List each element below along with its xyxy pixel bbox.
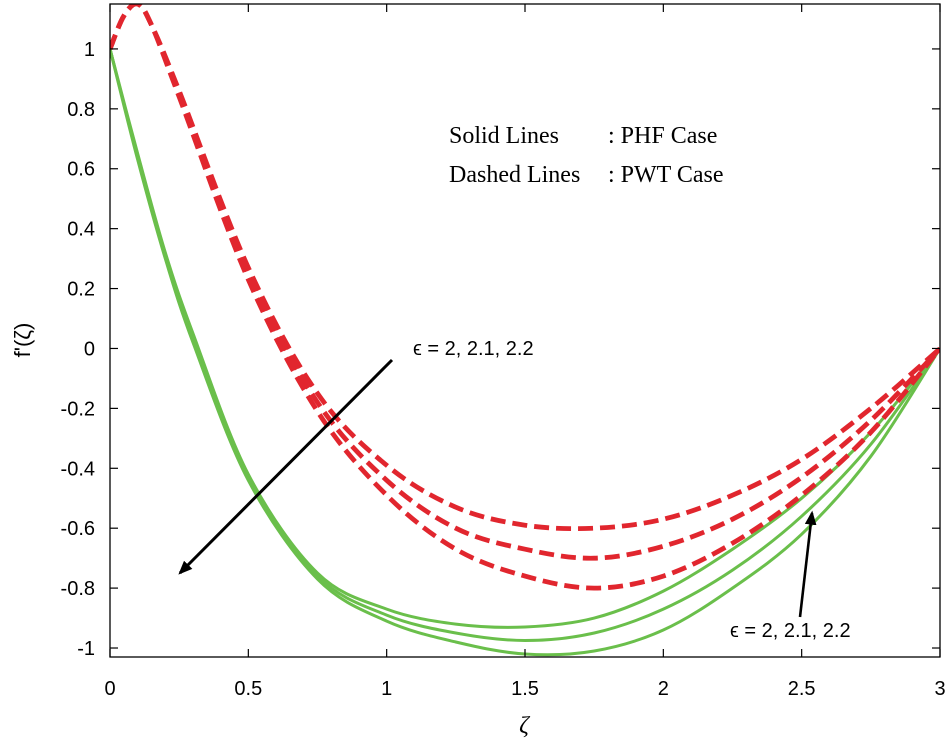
y-tick-label: 0	[84, 338, 95, 360]
dashed-series-line-5	[110, 4, 940, 561]
y-tick-label: -0.4	[61, 458, 95, 480]
y-tick-label: 0.4	[67, 219, 95, 241]
legend-dashed-value: : PWT Case	[608, 162, 724, 188]
legend-solid-value: : PHF Case	[608, 123, 717, 149]
solid-series-line-3	[110, 48, 940, 657]
series-layer	[110, 4, 940, 657]
y-tick-label: -0.6	[61, 518, 95, 540]
y-tick-label: 0.6	[67, 159, 95, 181]
annotation-upper-text: ϵ = 2, 2.1, 2.2	[413, 338, 534, 360]
legend-note: Solid Lines : PHF Case Dashed Lines : PW…	[449, 123, 724, 188]
tick-layer: 0 0.5 1 1.5 2 2.5 3 1 0.8 0.6 0.4 0.2 0 -0.2 -0.4 -0.6 -…	[61, 4, 946, 700]
y-tick-label: -0.8	[61, 578, 95, 600]
y-tick-label: -1	[77, 638, 95, 660]
legend-solid-label: Solid Lines	[449, 123, 559, 149]
x-tick-label: 3	[934, 678, 945, 700]
y-axis-label: fʹ(ζ)	[10, 323, 35, 358]
x-axis-label: ζ	[519, 713, 531, 739]
x-tick-label: 0.5	[234, 678, 262, 700]
y-tick-label: -0.2	[61, 398, 95, 420]
legend-dashed-label: Dashed Lines	[449, 162, 580, 188]
series-group	[110, 4, 940, 657]
annotation-arrow-upper	[178, 358, 394, 575]
dashed-series-line-6	[110, 4, 940, 591]
y-tick-label: 1	[84, 39, 95, 61]
x-tick-label: 1	[381, 678, 392, 700]
x-tick-label: 2.5	[788, 678, 816, 700]
annotation-arrow-lower	[798, 510, 817, 618]
x-tick-label: 1.5	[511, 678, 539, 700]
annotation-lower-text: ϵ = 2, 2.1, 2.2	[730, 620, 851, 642]
y-tick-label: 0.8	[67, 99, 95, 121]
x-tick-label: 0	[104, 678, 115, 700]
plot-frame	[109, 3, 941, 658]
x-tick-label: 2	[658, 678, 669, 700]
y-tick-label: 0.2	[67, 279, 95, 301]
